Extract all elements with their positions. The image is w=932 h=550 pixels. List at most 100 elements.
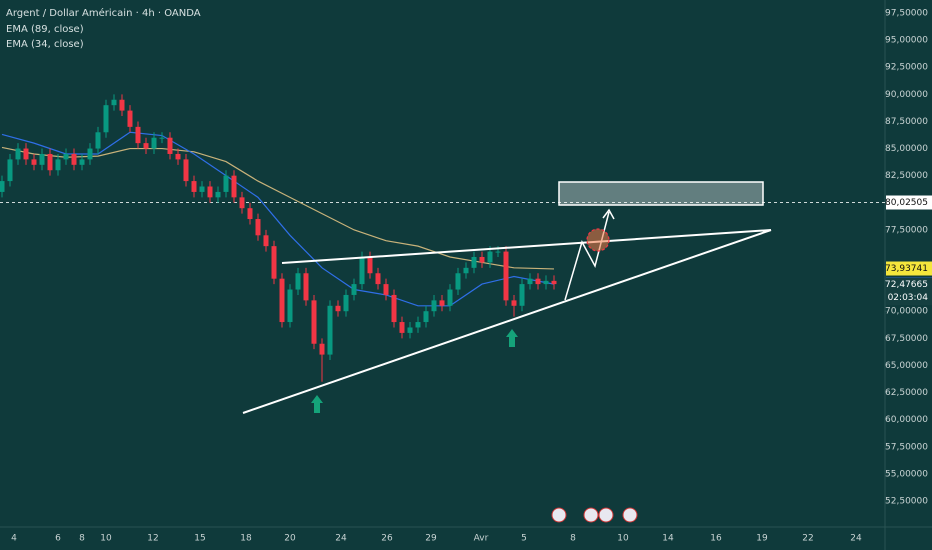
time-tick-label: Avr xyxy=(474,534,489,544)
candle-body xyxy=(279,278,285,323)
price-tag xyxy=(886,277,932,306)
time-tick-label: 8 xyxy=(570,534,576,544)
price-tick-label: 85,00000 xyxy=(885,144,928,154)
candle-body xyxy=(263,235,269,247)
candle-body xyxy=(551,280,557,285)
candle-body xyxy=(463,267,469,274)
price-tick-label: 65,00000 xyxy=(885,361,928,371)
candle-body xyxy=(503,251,509,301)
candle-body xyxy=(175,153,181,160)
price-tick-label: 55,00000 xyxy=(885,469,928,479)
ema-line xyxy=(1,131,555,307)
time-tick-label: 24 xyxy=(335,534,347,544)
event-icon xyxy=(622,507,638,523)
candle-body xyxy=(183,159,189,182)
price-tag xyxy=(886,195,932,210)
candle-body xyxy=(407,327,413,333)
candle-body xyxy=(103,105,109,133)
candle-body xyxy=(359,256,365,285)
candle-body xyxy=(55,159,61,171)
time-tick-label: 29 xyxy=(425,534,437,544)
candle-body xyxy=(215,191,221,198)
candle-body xyxy=(415,322,421,328)
candle-body xyxy=(79,159,85,165)
event-icon xyxy=(583,507,599,523)
time-tick-label: 15 xyxy=(194,534,205,544)
candle-body xyxy=(71,153,77,165)
up-arrow xyxy=(506,329,518,347)
price-tick-label: 82,50000 xyxy=(885,171,928,181)
candle-body xyxy=(231,175,237,198)
candle-body xyxy=(399,322,405,333)
candle-body xyxy=(367,256,373,274)
time-tick-label: 22 xyxy=(802,534,813,544)
candle-body xyxy=(351,284,357,295)
candle-body xyxy=(423,311,429,323)
candle-body xyxy=(95,132,101,149)
candle-body xyxy=(527,278,533,285)
price-tick-label: 60,00000 xyxy=(885,415,928,425)
candle-body xyxy=(447,289,453,306)
event-icon xyxy=(551,507,567,523)
indicator-label: EMA (89, close) xyxy=(6,24,84,35)
event-icon xyxy=(598,507,614,523)
candle-body xyxy=(391,294,397,323)
time-tick-label: 10 xyxy=(100,534,112,544)
price-tag-label: 73,93741 xyxy=(885,264,928,274)
candle-body xyxy=(319,343,325,355)
time-tick-label: 18 xyxy=(240,534,252,544)
candle-body xyxy=(127,110,133,127)
candle-body xyxy=(455,273,461,290)
candle-body xyxy=(439,300,445,306)
symbol-title: Argent / Dollar Américain · 4h · OANDA xyxy=(6,7,201,19)
resistance-trendline xyxy=(281,229,772,264)
candle-body xyxy=(39,153,45,165)
candle-body xyxy=(535,278,541,285)
projection-arrowhead xyxy=(602,208,615,220)
target-zone xyxy=(558,181,764,206)
time-tick-label: 12 xyxy=(147,534,158,544)
candle-body xyxy=(519,284,525,306)
candle-body xyxy=(471,256,477,268)
candle-body xyxy=(0,181,5,192)
candle-body xyxy=(479,256,485,263)
candle-body xyxy=(487,251,493,263)
drawings xyxy=(242,181,772,414)
time-tick-label: 6 xyxy=(55,534,61,544)
time-tick-label: 10 xyxy=(617,534,629,544)
price-tick-label: 62,50000 xyxy=(885,388,928,398)
price-tick-label: 70,00000 xyxy=(885,307,928,317)
candle-body xyxy=(431,300,437,312)
candle-body xyxy=(543,280,549,285)
time-tick-label: 26 xyxy=(381,534,393,544)
candle-body xyxy=(199,186,205,192)
up-arrow xyxy=(311,395,323,413)
time-tick-label: 24 xyxy=(850,534,862,544)
candle-body xyxy=(223,175,229,192)
signal-arrows xyxy=(311,329,518,413)
price-tag-label: 80,02505 xyxy=(885,198,928,208)
candle-body xyxy=(87,148,93,160)
candle-body xyxy=(23,148,29,160)
price-tick-label: 92,50000 xyxy=(885,63,928,73)
price-tick-label: 67,50000 xyxy=(885,334,928,344)
candle-body xyxy=(311,300,317,344)
candle-body xyxy=(495,251,501,253)
candle-body xyxy=(31,159,37,165)
price-tick-label: 95,00000 xyxy=(885,36,928,46)
candle-body xyxy=(191,181,197,192)
time-tick-label: 5 xyxy=(521,534,527,544)
candle-body xyxy=(7,159,13,182)
candle-body xyxy=(255,219,261,236)
candle-body xyxy=(239,197,245,209)
candle-body xyxy=(135,126,141,144)
candle-body xyxy=(287,289,293,323)
support-trendline xyxy=(242,229,772,414)
price-tick-label: 52,50000 xyxy=(885,496,928,506)
candle-body xyxy=(271,246,277,279)
price-tick-label: 97,50000 xyxy=(885,9,928,19)
candle-body xyxy=(63,153,69,160)
price-tick-label: 90,00000 xyxy=(885,90,928,100)
time-tick-label: 4 xyxy=(11,534,17,544)
candle-body xyxy=(111,99,117,106)
